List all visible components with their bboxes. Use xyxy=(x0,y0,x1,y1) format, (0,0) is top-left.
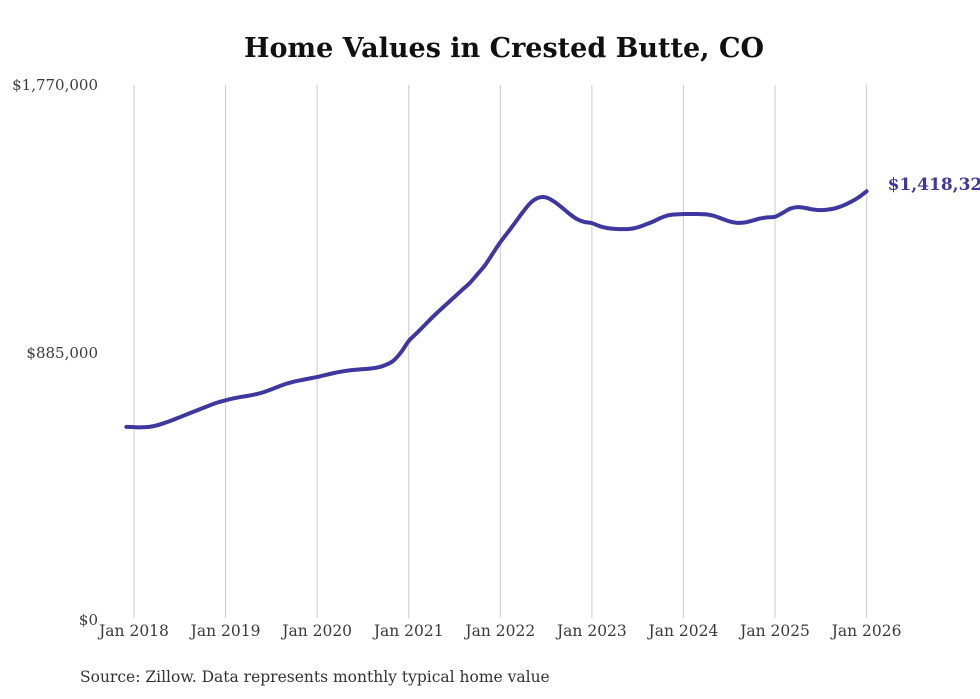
end-value-label: $1,418,32 xyxy=(887,175,980,196)
x-axis-tick-label: Jan 2018 xyxy=(99,622,169,640)
home-value-line xyxy=(124,189,869,430)
source-note: Source: Zillow. Data represents monthly … xyxy=(80,668,550,686)
x-axis-tick-label: Jan 2025 xyxy=(740,622,810,640)
x-axis-tick-label: Jan 2023 xyxy=(556,622,627,640)
x-axis-tick-label: Jan 2020 xyxy=(282,622,353,640)
chart-title: Home Values in Crested Butte, CO xyxy=(244,33,764,64)
x-axis-tick-label: Jan 2026 xyxy=(831,622,902,640)
x-axis-tick-label: Jan 2019 xyxy=(190,622,261,640)
gridlines xyxy=(133,85,868,618)
y-axis-label-max: $1,770,000 xyxy=(12,76,98,94)
y-axis-label-mid: $885,000 xyxy=(26,344,98,362)
x-axis-tick-label: Jan 2022 xyxy=(465,622,536,640)
y-axis-label-zero: $0 xyxy=(78,611,98,629)
x-axis-tick-label: Jan 2024 xyxy=(648,622,719,640)
x-axis-tick-label: Jan 2021 xyxy=(373,622,444,640)
